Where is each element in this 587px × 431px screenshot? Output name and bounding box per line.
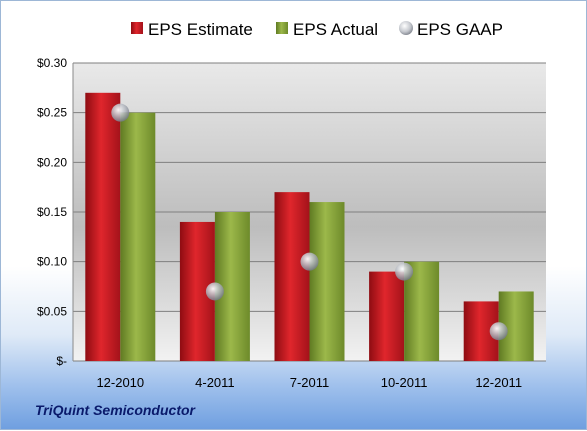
x-tick-label: 7-2011 bbox=[290, 375, 330, 390]
gaap-markers bbox=[111, 103, 508, 341]
x-axis: 12-2010 4-2011 7-2011 10-2011 12-2011 bbox=[96, 375, 522, 390]
x-tick-label: 12-2011 bbox=[475, 375, 522, 390]
marker-eps-gaap bbox=[111, 103, 130, 122]
legend: EPS Estimate EPS Actual EPS GAAP bbox=[131, 20, 503, 39]
bars bbox=[85, 92, 534, 362]
y-axis: $- $0.05 $0.10 $0.15 $0.20 $0.25 $0.30 bbox=[37, 56, 74, 368]
marker-eps-gaap bbox=[300, 252, 319, 271]
marker-eps-gaap bbox=[395, 262, 414, 281]
y-tick-label: $0.30 bbox=[37, 56, 67, 70]
bar-eps-estimate bbox=[274, 192, 310, 361]
y-tick-label: $- bbox=[56, 354, 67, 368]
legend-swatch-estimate bbox=[131, 22, 143, 34]
legend-marker-gaap bbox=[399, 21, 413, 35]
company-name: TriQuint Semiconductor bbox=[35, 402, 195, 418]
y-tick-label: $0.10 bbox=[37, 255, 67, 269]
bar-eps-estimate bbox=[85, 92, 121, 362]
bar-eps-estimate bbox=[369, 271, 405, 361]
legend-swatch-actual bbox=[276, 22, 288, 34]
bar-eps-actual bbox=[309, 202, 345, 361]
legend-label-actual: EPS Actual bbox=[293, 20, 378, 39]
x-tick-label: 4-2011 bbox=[195, 375, 235, 390]
bar-eps-actual bbox=[120, 112, 156, 362]
x-tick-label: 12-2010 bbox=[96, 375, 144, 390]
legend-label-estimate: EPS Estimate bbox=[148, 20, 253, 39]
x-tick-label: 10-2011 bbox=[381, 375, 428, 390]
y-tick-label: $0.05 bbox=[37, 304, 67, 318]
legend-label-gaap: EPS GAAP bbox=[417, 20, 503, 39]
marker-eps-gaap bbox=[205, 282, 224, 301]
marker-eps-gaap bbox=[489, 322, 508, 341]
y-tick-label: $0.25 bbox=[37, 106, 67, 120]
y-tick-label: $0.15 bbox=[37, 205, 67, 219]
y-tick-label: $0.20 bbox=[37, 155, 67, 169]
